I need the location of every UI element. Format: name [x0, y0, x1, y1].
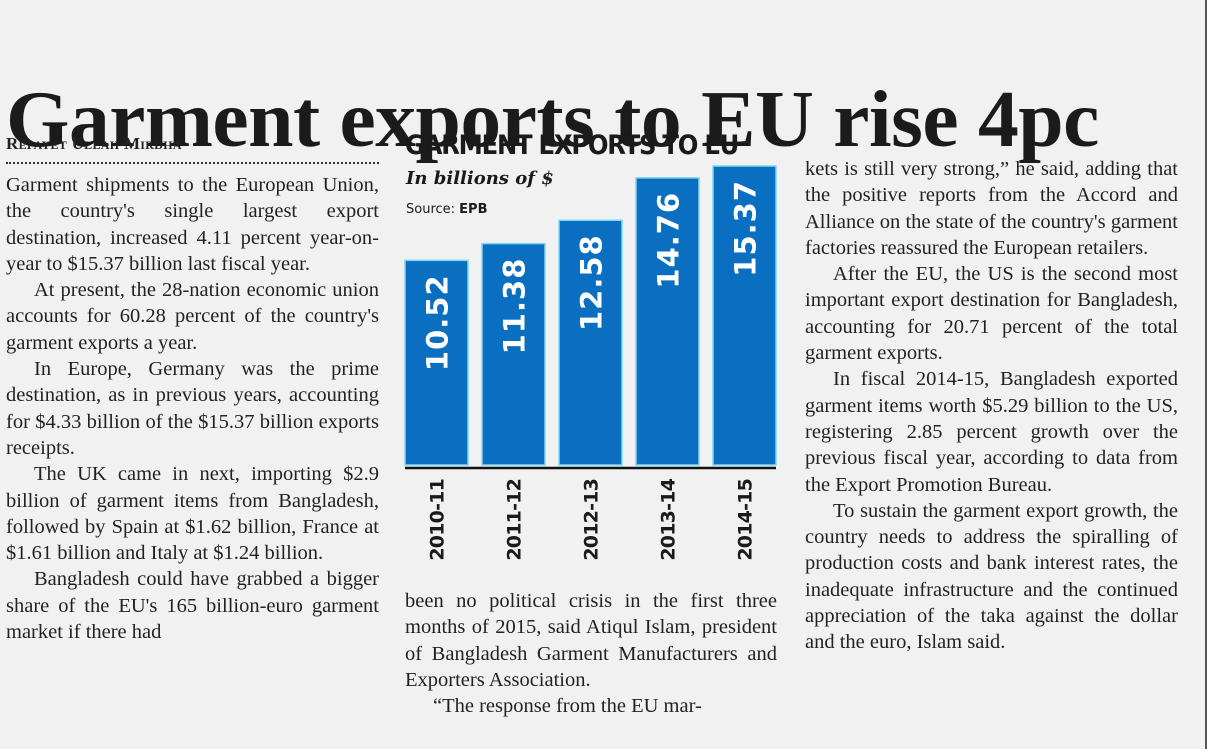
paragraph: After the EU, the US is the second most …	[805, 263, 1178, 365]
x-tick-label: 2012-13	[581, 479, 603, 561]
article-column-3: kets is still very strong,” he said, add…	[805, 156, 1178, 656]
headline: Garment exports to EU rise 4pc	[6, 75, 1099, 164]
paragraph: Bangladesh could have grabbed a bigger s…	[6, 568, 379, 644]
paragraph: been no political crisis in the first th…	[405, 590, 777, 691]
chart-plot: 10.52 2010-11 11.38 2011-12 12.58 2012-13 14.7…	[404, 165, 777, 561]
bar-value-label: 15.37	[729, 180, 763, 277]
chart-source: Source: EPB	[406, 202, 488, 217]
bar-value-label: 11.38	[498, 258, 532, 355]
bar-2012-13	[558, 219, 623, 466]
x-tick-label: 2014-15	[735, 479, 757, 561]
paragraph: Garment shipments to the European Union,…	[6, 174, 379, 275]
paragraph: “The response from the EU mar-	[433, 695, 702, 718]
paragraph: In fiscal 2014-15, Bangladesh exported g…	[805, 368, 1178, 496]
page-edge	[1205, 0, 1207, 749]
bar-value-label: 10.52	[421, 274, 455, 371]
paragraph: At present, the 28-nation economic union…	[6, 279, 379, 354]
article-column-1: Refayet Ullah Mirdha Garment shipments t…	[6, 134, 379, 645]
paragraph: To sustain the garment export growth, th…	[805, 499, 1178, 654]
bar-2013-14	[635, 177, 700, 466]
x-tick-label: 2010-11	[427, 479, 449, 561]
article-column-2: been no political crisis in the first th…	[405, 588, 777, 719]
x-tick-label: 2011-12	[504, 479, 526, 561]
chart-title: GARMENT EXPORTS TO EU	[405, 130, 739, 161]
bar-2011-12	[481, 242, 546, 466]
chart-source-label: Source:	[406, 202, 456, 217]
paragraph: kets is still very strong,” he said, add…	[805, 158, 1178, 259]
bar-value-label: 12.58	[575, 234, 609, 331]
byline-divider	[6, 162, 379, 166]
bar-value-label: 14.76	[652, 192, 686, 289]
bar-chart: GARMENT EXPORTS TO EU In billions of $ S…	[400, 128, 790, 578]
bar-2014-15	[712, 165, 777, 466]
x-tick-label: 2013-14	[658, 478, 680, 560]
chart-source-value: EPB	[459, 202, 488, 217]
paragraph: The UK came in next, importing $2.9 bill…	[6, 463, 379, 565]
bar-2010-11	[404, 259, 469, 466]
byline: Refayet Ullah Mirdha	[6, 134, 182, 153]
paragraph: In Europe, Germany was the prime destina…	[6, 358, 379, 459]
chart-subtitle: In billions of $	[406, 168, 554, 189]
